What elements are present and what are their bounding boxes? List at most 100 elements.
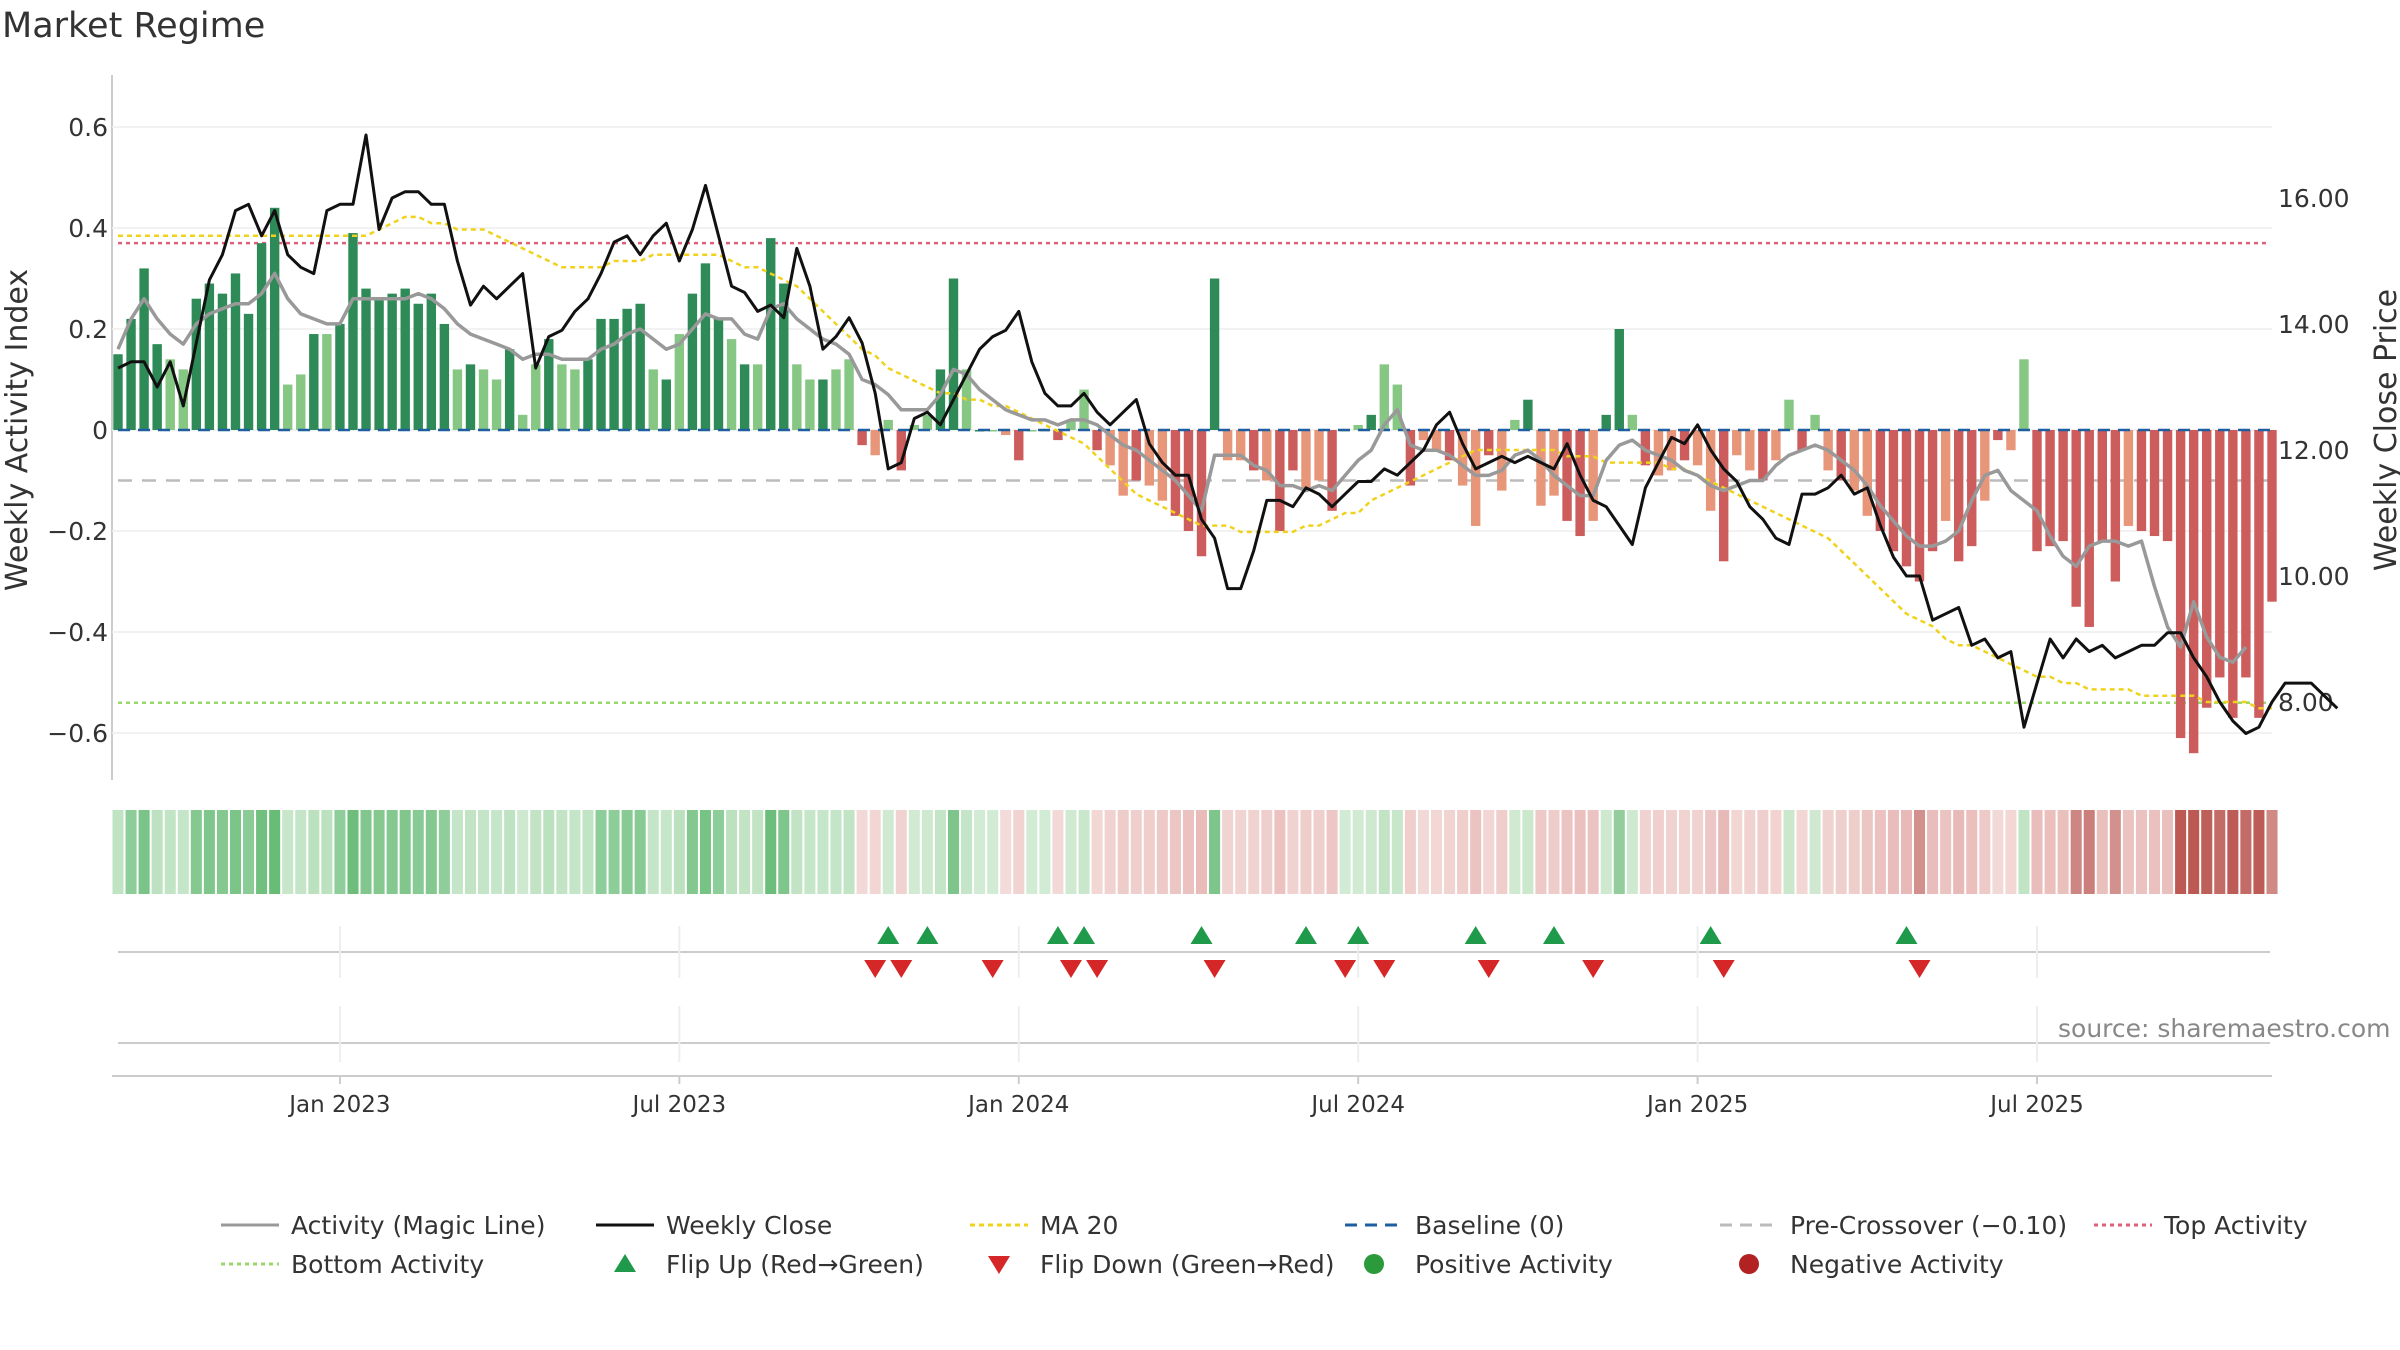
regime-cell (2005, 810, 2017, 894)
regime-cell (399, 810, 411, 894)
regime-cell (634, 810, 646, 894)
activity-bar (2254, 430, 2264, 718)
activity-bar (713, 318, 724, 430)
regime-cell (308, 810, 320, 894)
activity-bar (1392, 384, 1403, 430)
regime-cell (765, 810, 777, 894)
flip-down-marker (1908, 960, 1931, 978)
regime-cell (556, 810, 568, 894)
activity-bar (504, 349, 515, 430)
regime-cell (1874, 810, 1886, 894)
regime-cell (504, 810, 516, 894)
regime-cell (1914, 810, 1926, 894)
activity-bar (922, 414, 933, 430)
activity-bar (1196, 430, 1207, 557)
activity-bar (2202, 430, 2212, 708)
regime-cell (1052, 810, 1064, 894)
activity-bar (1536, 430, 1546, 506)
regime-cell (582, 810, 594, 894)
flip-down-marker (1086, 960, 1109, 978)
regime-cell (2148, 810, 2161, 894)
activity-bar (805, 379, 815, 430)
regime-cell (778, 810, 790, 894)
regime-cell (1470, 810, 1482, 894)
activity-bar (818, 379, 828, 430)
regime-cell (1744, 810, 1756, 894)
regime-cell (1483, 810, 1495, 894)
regime-cell (2214, 810, 2226, 894)
activity-bar (1053, 430, 1063, 441)
activity-bar (1627, 414, 1638, 430)
regime-cell (1835, 810, 1847, 894)
activity-bar (687, 293, 698, 430)
activity-bar (987, 430, 998, 432)
activity-bar (792, 364, 802, 430)
activity-bar (126, 318, 136, 430)
activity-bar (752, 364, 763, 430)
regime-cell (1169, 810, 1181, 894)
activity-bar (1810, 414, 1820, 430)
flip-up-marker (1190, 926, 1213, 944)
legend-label: Pre-Crossover (−0.10) (1790, 1211, 2067, 1240)
regime-cell (2227, 810, 2239, 894)
regime-cell (1770, 810, 1782, 894)
activity-bar (1001, 430, 1011, 436)
regime-cell (1652, 810, 1664, 894)
regime-cell (1091, 810, 1103, 894)
activity-bar (1222, 430, 1233, 461)
activity-bar (2267, 430, 2277, 602)
regime-cell (1809, 810, 1821, 894)
activity-bar (700, 263, 711, 430)
regime-cell (987, 810, 999, 894)
activity-bar (1588, 430, 1598, 521)
flip-down-marker (1712, 960, 1735, 978)
activity-bar (844, 359, 854, 430)
activity-bar (1444, 430, 1455, 461)
regime-cell (2044, 810, 2056, 894)
activity-bar (2215, 430, 2225, 678)
regime-cell (1992, 810, 2004, 894)
regime-cell (2122, 810, 2134, 894)
regime-cell (2175, 810, 2187, 894)
regime-cell (1979, 810, 1991, 894)
legend-swatch (1364, 1254, 1384, 1274)
activity-bar (1875, 430, 1886, 531)
regime-cell (2266, 810, 2278, 894)
activity-bar (243, 313, 254, 430)
regime-cell (1104, 810, 1116, 894)
legend-entry: MA 20 (970, 1211, 1118, 1240)
activity-bar (1275, 430, 1285, 531)
flip-down-marker (1477, 960, 1500, 978)
activity-bar (2162, 430, 2173, 542)
regime-cell (1574, 810, 1586, 894)
activity-bar (2110, 430, 2121, 582)
regime-cell (386, 810, 398, 894)
activity-bar (1888, 430, 1899, 552)
activity-bar (622, 308, 632, 430)
y-tick-label-left: 0 (92, 416, 108, 445)
y-tick-label-right: 8.00 (2278, 688, 2334, 717)
activity-bar (1601, 414, 1611, 430)
regime-cell (1940, 810, 1952, 894)
activity-bar (517, 414, 528, 430)
activity-bar (1940, 430, 1951, 521)
activity-bar (1418, 430, 1429, 441)
regime-cell (1613, 810, 1625, 894)
regime-cell (216, 810, 228, 894)
activity-bar (1901, 430, 1912, 567)
regime-cell (321, 810, 333, 894)
activity-bar (648, 369, 658, 430)
activity-bar (322, 334, 332, 430)
legend-label: Activity (Magic Line) (291, 1211, 545, 1240)
regime-cell (2135, 810, 2147, 894)
flip-up-marker (1699, 926, 1722, 944)
regime-cell (1417, 810, 1429, 894)
regime-cell (869, 810, 881, 894)
activity-bar (1862, 430, 1873, 516)
activity-bar (1927, 430, 1938, 552)
activity-bar (1797, 430, 1807, 451)
flip-down-marker (890, 960, 913, 978)
regime-cell (2201, 810, 2213, 894)
activity-bar (269, 207, 280, 430)
regime-cell (608, 810, 620, 894)
